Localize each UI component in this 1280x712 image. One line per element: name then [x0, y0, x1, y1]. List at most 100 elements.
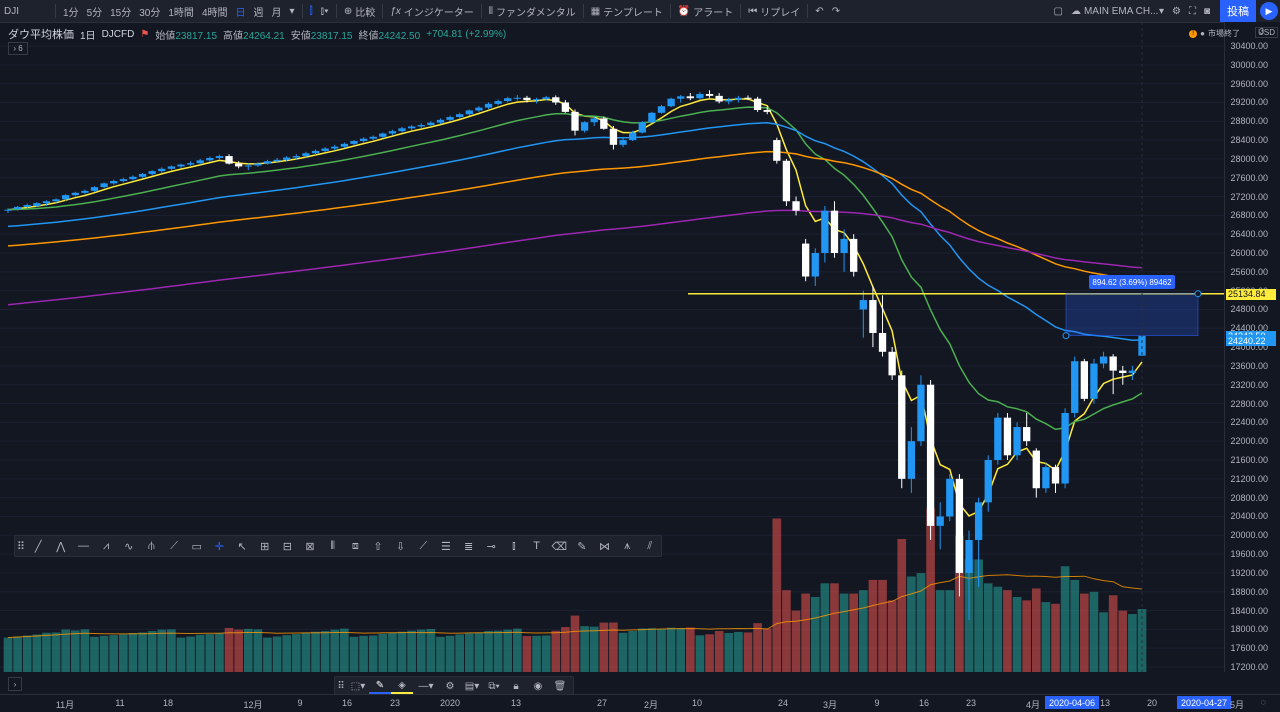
volume-bar	[714, 631, 724, 672]
pen-color-icon[interactable]: ✎	[369, 678, 391, 694]
interval-1m[interactable]: 1分	[63, 7, 79, 19]
volume-bar	[820, 583, 830, 672]
undo-icon[interactable]: ↶	[815, 5, 824, 17]
parallel-channel-icon[interactable]: ≣	[464, 540, 474, 553]
volume-bar	[291, 634, 301, 672]
interval-1d[interactable]: 日	[235, 7, 246, 19]
candle-style-icon[interactable]: ⫿	[309, 5, 313, 17]
pattern-icon[interactable]: ⩘	[103, 539, 110, 552]
interval-1h[interactable]: 1時間	[168, 7, 194, 19]
price-range-icon[interactable]: ⊸	[486, 540, 496, 553]
candle-body	[696, 93, 704, 99]
brush-icon[interactable]: ⟋	[419, 539, 428, 552]
candle-body	[244, 165, 252, 167]
price-axis[interactable]: 30400.00 30000.00 29600.00 29200.00 28800.00…	[1224, 22, 1280, 672]
interval-30m[interactable]: 30分	[139, 7, 161, 19]
horizontal-line-icon[interactable]: —	[77, 540, 89, 552]
volume-bar	[301, 632, 311, 672]
currency-badge[interactable]: USD	[1255, 27, 1278, 38]
crosshair-icon[interactable]: ✛	[214, 540, 224, 553]
volume-bar	[561, 627, 570, 672]
fill-color-icon[interactable]: ◈	[391, 678, 413, 694]
timezone-icon[interactable]: ◌	[1260, 697, 1266, 707]
projection-icon[interactable]: ⧈	[351, 539, 359, 552]
symbol-name[interactable]: ダウ平均株価	[8, 29, 74, 41]
candle-body	[1023, 427, 1031, 442]
play-icon[interactable]: ▶	[1260, 2, 1278, 20]
pencil-icon[interactable]: ✎	[577, 540, 587, 553]
pitchfork-icon[interactable]: ⫛	[148, 539, 155, 552]
camera-icon[interactable]: ◙	[1203, 5, 1210, 17]
layout-dropdown-icon[interactable]: ▾	[1158, 5, 1164, 17]
indicators-button[interactable]: ƒx インジケーター	[390, 5, 474, 19]
fib-icon[interactable]: ☰	[441, 540, 451, 553]
alert-button[interactable]: ⏰ アラート	[677, 5, 734, 19]
time-axis[interactable]: 2020-04-06 2020-04-27 ◌ 11月 11 18 12月 9 16 23 2…	[0, 694, 1280, 712]
interval-1mo[interactable]: 月	[271, 7, 282, 19]
date-range-icon[interactable]: ⫾	[512, 539, 516, 552]
eraser-icon[interactable]: ⌫	[551, 540, 568, 553]
candle-body	[984, 460, 992, 503]
text-icon[interactable]: T	[533, 540, 540, 552]
selection-icon[interactable]: ⬚▾	[350, 680, 366, 692]
ray-icon[interactable]: ⟋	[170, 539, 178, 552]
top-toolbar: DJI 1分 5分 15分 30分 1時間 4時間 日 週 月 ▾ ⫿ ⫾▾ ⊕…	[0, 0, 1280, 23]
layers-icon[interactable]: ▤▾	[464, 680, 480, 692]
trend-line-icon[interactable]: ╱	[34, 540, 42, 553]
scroll-left-icon[interactable]: ›	[8, 677, 22, 691]
gear-icon[interactable]: ⚙	[1171, 5, 1181, 17]
multi-line-icon[interactable]: ⋀	[56, 540, 66, 553]
symbol-search[interactable]: DJI	[4, 5, 19, 17]
interval-dropdown-icon[interactable]: ▾	[289, 5, 295, 17]
redo-icon[interactable]: ↷	[831, 5, 841, 17]
arrow-down-icon[interactable]: ⇩	[396, 540, 406, 553]
candle-body	[225, 156, 233, 164]
market-status[interactable]: ! ● 市場終了	[1189, 28, 1240, 39]
layout-icon[interactable]: ▢	[1053, 5, 1063, 17]
volume-bar	[340, 628, 349, 672]
interval-4h[interactable]: 4時間	[201, 7, 228, 19]
alarm-clock-icon: ⏰	[677, 5, 691, 17]
candle-body	[1138, 335, 1146, 356]
ruler-icon[interactable]: ⊟	[282, 540, 292, 553]
replay-button[interactable]: ⏮ リプレイ	[748, 5, 801, 19]
elliott-wave-icon[interactable]: ⋈	[599, 540, 611, 553]
bar-style-icon[interactable]: ⫾▾	[320, 5, 329, 17]
volume-bar	[493, 630, 503, 672]
eye-icon[interactable]: ◉	[533, 680, 543, 692]
lock-icon[interactable]: 🔒︎	[513, 680, 519, 692]
line-style-icon[interactable]: —▾	[418, 680, 434, 692]
rectangle-icon[interactable]: ▭	[191, 540, 202, 553]
clone-icon[interactable]: ⧉▾	[488, 680, 500, 692]
publish-button[interactable]: 投稿	[1220, 0, 1256, 22]
volume-bar	[522, 636, 532, 672]
bars-pattern-icon[interactable]: ⦀	[330, 539, 336, 552]
gann-icon[interactable]: ⫽	[647, 539, 653, 552]
fullscreen-icon[interactable]: ⛶	[1188, 5, 1196, 17]
collapse-indicators-button[interactable]: › 6	[8, 42, 28, 55]
trash-icon[interactable]: 🗑︎	[553, 680, 567, 692]
interval-5m[interactable]: 5分	[86, 7, 103, 19]
volume-bar	[368, 635, 378, 672]
volume-bar	[666, 627, 676, 672]
volume-bar	[253, 629, 263, 672]
candle-body	[273, 159, 281, 162]
drag-handle-icon[interactable]: ⠿	[337, 680, 345, 692]
interval-1w[interactable]: 週	[253, 7, 264, 19]
price-tick-label: 24400.00	[1230, 323, 1268, 334]
template-button[interactable]: ▦ テンプレート	[590, 5, 663, 19]
cursor-icon[interactable]: ↖	[237, 540, 247, 553]
arrow-up-icon[interactable]: ⇧	[373, 540, 383, 553]
price-chart[interactable]	[0, 22, 1280, 694]
forecast-icon[interactable]: ⊠	[305, 540, 315, 553]
drag-handle-icon[interactable]: ⠿	[16, 540, 25, 553]
wave-icon[interactable]: ∿	[124, 540, 134, 553]
interval-15m[interactable]: 15分	[110, 7, 132, 19]
fundamental-button[interactable]: ⫴ ファンダメンタル	[488, 5, 576, 19]
settings-icon[interactable]: ⚙	[445, 680, 455, 692]
volume-bar	[167, 629, 176, 672]
head-shoulders-icon[interactable]: ⩚	[624, 539, 631, 552]
layout-name-button[interactable]: ☁ MAIN EMA CH...	[1070, 5, 1159, 17]
measure-icon[interactable]: ⊞	[260, 540, 270, 553]
compare-button[interactable]: ⊕ 比較	[343, 5, 376, 19]
